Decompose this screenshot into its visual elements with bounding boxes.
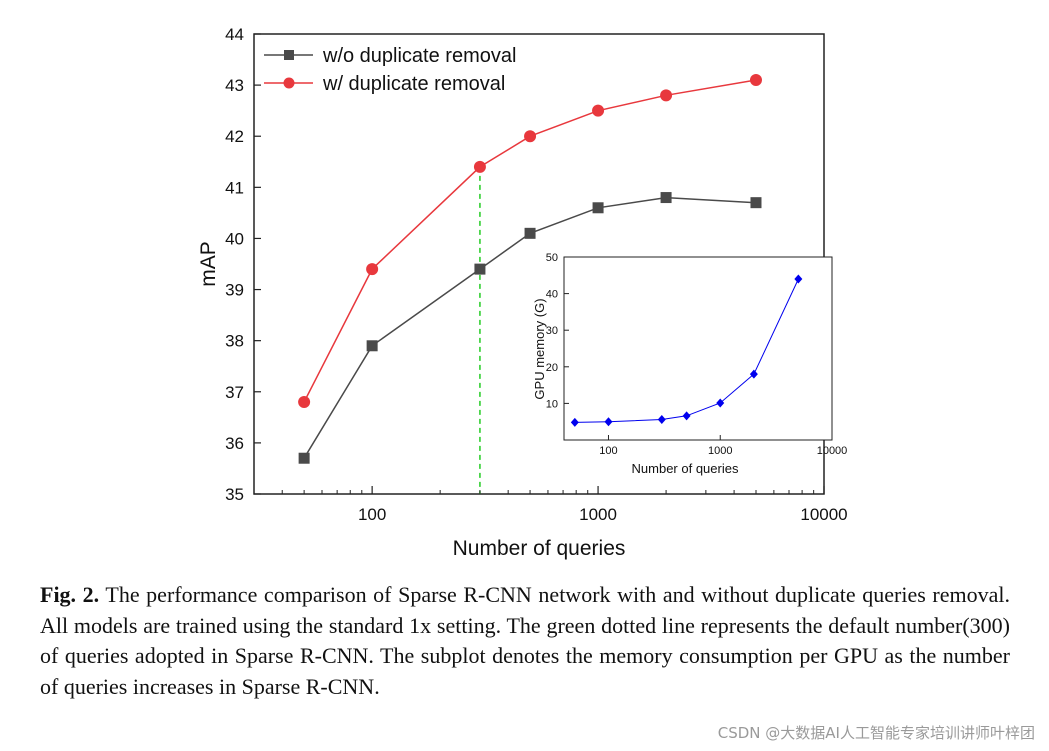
inset-data-point bbox=[604, 417, 613, 427]
main-y-tick-label: 44 bbox=[225, 25, 244, 44]
legend: w/o duplicate removal w/ duplicate remov… bbox=[264, 45, 516, 95]
data-point-wo-removal bbox=[298, 452, 310, 464]
data-point-w-removal bbox=[473, 160, 486, 173]
legend-marker-square bbox=[284, 50, 294, 60]
data-point-wo-removal bbox=[750, 197, 762, 209]
caption-text: The performance comparison of Sparse R-C… bbox=[40, 582, 1010, 699]
inset-x-tick-label: 10000 bbox=[817, 445, 848, 457]
inset-x-axis-title: Number of queries bbox=[632, 461, 739, 476]
main-y-tick-label: 40 bbox=[225, 229, 244, 248]
legend-label-w: w/ duplicate removal bbox=[322, 73, 505, 95]
main-y-tick-label: 43 bbox=[225, 76, 244, 95]
main-y-tick-label: 39 bbox=[225, 281, 244, 300]
inset-y-tick-label: 30 bbox=[546, 325, 558, 337]
main-y-tick-label: 38 bbox=[225, 332, 244, 351]
main-y-tick-label: 37 bbox=[225, 383, 244, 402]
main-x-tick-label: 10000 bbox=[800, 505, 847, 524]
inset-data-point bbox=[794, 274, 803, 284]
main-y-tick-label: 41 bbox=[225, 178, 244, 197]
inset-data-point bbox=[570, 417, 579, 427]
data-point-w-removal bbox=[298, 396, 311, 408]
inset-data-point bbox=[657, 415, 666, 425]
data-point-wo-removal bbox=[592, 202, 604, 214]
main-x-axis-title: Number of queries bbox=[453, 537, 626, 560]
inset-y-tick-label: 10 bbox=[546, 398, 558, 410]
data-point-w-removal bbox=[749, 74, 762, 86]
inset-y-tick-label: 20 bbox=[546, 362, 558, 374]
main-plot: 35 36 37 38 39 40 41 42 43 44 100 1000 10000 Number … bbox=[197, 25, 848, 560]
data-point-w-removal bbox=[366, 263, 379, 276]
data-point-wo-removal bbox=[474, 263, 486, 275]
caption-label: Fig. 2. bbox=[40, 582, 100, 607]
figure-caption: Fig. 2. The performance comparison of Sp… bbox=[40, 580, 1010, 702]
data-point-wo-removal bbox=[660, 192, 672, 204]
inset-plot-frame bbox=[563, 256, 833, 441]
main-y-tick-label: 35 bbox=[225, 485, 244, 504]
figure-chart: 35 36 37 38 39 40 41 42 43 44 100 1000 10000 Number … bbox=[197, 25, 848, 560]
inset-data-point bbox=[716, 398, 725, 408]
watermark: CSDN @大数据AI人工智能专家培训讲师叶梓团 bbox=[717, 724, 1035, 742]
inset-y-tick-label: 50 bbox=[546, 252, 558, 264]
data-point-wo-removal bbox=[524, 227, 536, 239]
data-point-w-removal bbox=[592, 104, 605, 117]
inset-x-tick-label: 100 bbox=[599, 445, 617, 457]
inset-data-point bbox=[682, 411, 691, 421]
inset-data-point bbox=[749, 369, 758, 379]
legend-marker-circle bbox=[283, 77, 295, 89]
data-point-wo-removal bbox=[366, 340, 378, 352]
inset-y-axis-title: GPU memory (G) bbox=[532, 298, 547, 399]
main-y-tick-label: 42 bbox=[225, 127, 244, 146]
main-y-tick-label: 36 bbox=[225, 434, 244, 453]
main-x-tick-label: 100 bbox=[358, 505, 386, 524]
inset-y-tick-label: 40 bbox=[546, 289, 558, 301]
inset-plot: 10 20 30 40 50 100 1000 10000 Number of queries… bbox=[532, 252, 847, 476]
data-point-w-removal bbox=[524, 130, 537, 143]
data-point-w-removal bbox=[660, 89, 673, 102]
inset-x-tick-label: 1000 bbox=[708, 445, 732, 457]
main-y-axis-title: mAP bbox=[197, 241, 220, 287]
legend-label-wo: w/o duplicate removal bbox=[322, 45, 516, 67]
main-x-tick-label: 1000 bbox=[579, 505, 617, 524]
